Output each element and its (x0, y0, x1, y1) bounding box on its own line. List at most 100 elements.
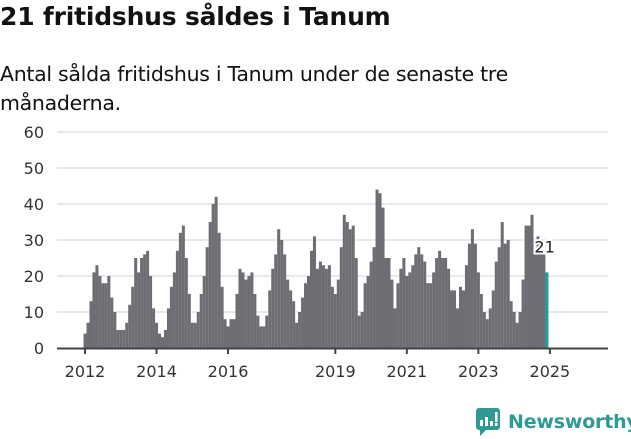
bar (259, 326, 263, 348)
bar (277, 229, 281, 348)
bar (196, 312, 200, 348)
bar (378, 193, 382, 348)
bar (125, 322, 129, 348)
bar (274, 254, 278, 348)
bar (470, 229, 474, 348)
bar (318, 261, 322, 348)
bar (289, 290, 293, 348)
bar (464, 265, 468, 348)
bar (357, 315, 361, 348)
bar (265, 315, 269, 348)
bar (229, 319, 233, 348)
bar (542, 254, 546, 348)
bar (208, 222, 212, 348)
y-tick-label: 10 (24, 303, 44, 322)
bar (435, 258, 439, 348)
bar (137, 272, 141, 348)
bar (360, 312, 364, 348)
bar (387, 258, 391, 348)
bar (256, 315, 260, 348)
bar (247, 276, 251, 348)
bar (363, 283, 367, 348)
bar (253, 294, 257, 348)
chart-subtitle: Antal sålda fritidshus i Tanum under de … (0, 62, 508, 115)
bar (128, 304, 132, 348)
bar (283, 254, 287, 348)
bar (408, 272, 412, 348)
newsworthy-logo: Newsworthy (476, 408, 631, 436)
bar (175, 250, 179, 348)
bar (235, 294, 239, 348)
bar (271, 268, 275, 348)
bar (178, 232, 182, 348)
bar (369, 261, 373, 348)
bar (86, 322, 90, 348)
bar (450, 290, 454, 348)
bar (458, 286, 463, 348)
bar (396, 283, 400, 348)
bar (241, 272, 245, 348)
bar (217, 232, 221, 348)
bar (95, 265, 99, 348)
bar (92, 272, 96, 348)
bar (330, 286, 334, 348)
bar (184, 258, 188, 348)
bar (476, 272, 480, 348)
bar (152, 308, 156, 348)
bar (530, 214, 534, 348)
bar (107, 276, 111, 348)
bar (515, 322, 519, 348)
bar (336, 279, 340, 348)
x-tick-label: 2021 (386, 362, 427, 381)
bar (262, 326, 266, 348)
x-tick-label: 2016 (208, 362, 249, 381)
bar (220, 286, 224, 348)
bar (122, 330, 126, 348)
bar (354, 258, 358, 348)
bar (539, 243, 543, 348)
bar (268, 290, 272, 348)
x-tick-label: 2019 (315, 362, 356, 381)
bar (292, 301, 296, 348)
bar (444, 258, 448, 348)
bar (453, 290, 457, 348)
bar (393, 308, 397, 348)
bar (89, 301, 93, 348)
bar (134, 258, 138, 348)
last-value-annotation: 21 (532, 235, 556, 258)
bar (417, 247, 421, 348)
x-tick-label: 2012 (65, 362, 106, 381)
bar (131, 286, 135, 348)
bar (441, 258, 445, 348)
bar (333, 294, 337, 348)
bar (524, 225, 528, 348)
bar (348, 229, 352, 348)
bar (438, 250, 442, 348)
bar (232, 319, 236, 348)
bar (244, 279, 248, 348)
x-tick-label: 2023 (458, 362, 499, 381)
bar (512, 312, 516, 348)
bar (339, 247, 343, 348)
y-tick-label: 50 (24, 159, 44, 178)
bar (533, 250, 537, 348)
bar (324, 268, 328, 348)
bar (527, 225, 531, 348)
bar (536, 236, 540, 348)
bar (223, 319, 227, 348)
bar (104, 283, 108, 348)
bar (143, 254, 147, 348)
bar (155, 322, 159, 348)
y-tick-label: 60 (24, 123, 44, 142)
bar (390, 279, 394, 348)
bar (518, 312, 522, 348)
bar (101, 283, 105, 348)
bar (238, 268, 242, 348)
bar (309, 250, 314, 348)
bar (315, 268, 319, 348)
y-tick-label: 0 (34, 339, 44, 358)
last-value-label: 21 (534, 237, 554, 256)
y-tick-label: 30 (24, 231, 44, 250)
bar (497, 247, 501, 348)
bar (146, 250, 150, 348)
